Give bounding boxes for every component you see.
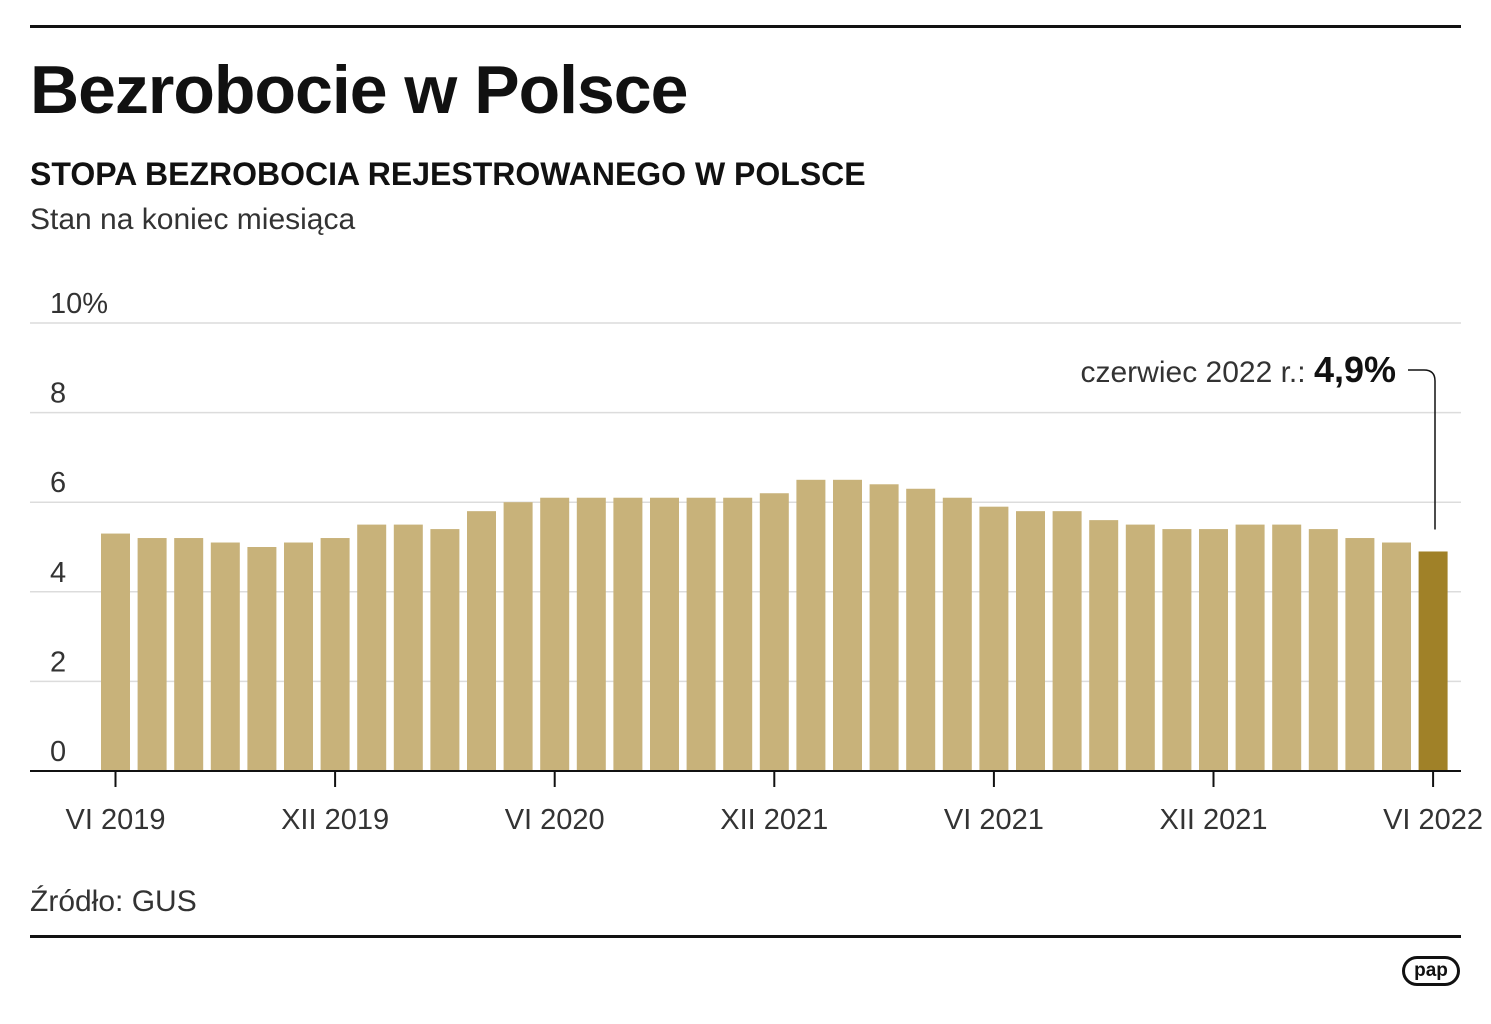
- top-rule: [30, 25, 1461, 28]
- bar: [1272, 524, 1302, 771]
- bar: [723, 497, 753, 771]
- bar: [247, 547, 277, 771]
- bar: [357, 524, 387, 771]
- bar: [210, 542, 240, 771]
- bar: [320, 538, 350, 771]
- bar: [1162, 529, 1192, 771]
- bar: [796, 479, 826, 771]
- x-tick-label: VI 2022: [1383, 804, 1483, 836]
- bar: [650, 497, 679, 771]
- bar: [174, 538, 204, 771]
- bar: [979, 506, 1009, 771]
- bar: [503, 502, 533, 771]
- source-note: Źródło: GUS: [30, 885, 197, 918]
- bar: [1345, 538, 1375, 771]
- bar: [540, 497, 570, 771]
- x-tick-label: VI 2021: [944, 804, 1044, 836]
- bar: [759, 493, 789, 771]
- page-title: Bezrobocie w Polsce: [30, 52, 688, 128]
- annotation-label: czerwiec 2022 r.: 4,9%: [1081, 349, 1397, 390]
- bar: [1016, 511, 1045, 771]
- bar: [430, 529, 460, 771]
- bar: [1382, 542, 1411, 771]
- bar: [1125, 524, 1155, 771]
- y-tick-label: 10%: [50, 288, 108, 320]
- annotation-prefix: czerwiec 2022 r.:: [1081, 356, 1314, 389]
- bar: [686, 497, 716, 771]
- bottom-rule: [30, 935, 1461, 938]
- pap-logo: pap: [1402, 956, 1460, 986]
- bar-highlight: [1418, 551, 1448, 771]
- bar: [467, 511, 496, 771]
- y-tick-label: 2: [50, 646, 66, 678]
- bar: [1052, 511, 1082, 771]
- x-tick-label: XII 2021: [1159, 804, 1267, 836]
- bar: [1089, 520, 1119, 771]
- x-tick-label: XII 2021: [720, 804, 828, 836]
- bar: [1235, 524, 1265, 771]
- y-tick-label: 8: [50, 378, 66, 410]
- bar: [869, 484, 899, 771]
- bar: [1199, 529, 1228, 771]
- bar: [942, 497, 972, 771]
- annotation-leader-line: [1408, 369, 1436, 530]
- bar: [576, 497, 606, 771]
- bar: [284, 542, 313, 771]
- bar: [101, 533, 130, 771]
- bar: [1308, 529, 1338, 771]
- annotation-value: 4,9%: [1314, 349, 1396, 390]
- x-tick-label: VI 2019: [66, 804, 166, 836]
- bar: [906, 488, 936, 771]
- x-tick-label: XII 2019: [281, 804, 389, 836]
- bar: [613, 497, 643, 771]
- y-tick-label: 4: [50, 557, 66, 589]
- chart-note: Stan na koniec miesiąca: [30, 203, 356, 236]
- bar: [137, 538, 167, 771]
- x-tick-label: VI 2020: [505, 804, 605, 836]
- chart-subtitle: STOPA BEZROBOCIA REJESTROWANEGO W POLSCE: [30, 156, 866, 192]
- y-tick-label: 6: [50, 467, 66, 499]
- y-tick-label: 0: [50, 736, 66, 768]
- bar: [833, 479, 862, 771]
- bar: [393, 524, 423, 771]
